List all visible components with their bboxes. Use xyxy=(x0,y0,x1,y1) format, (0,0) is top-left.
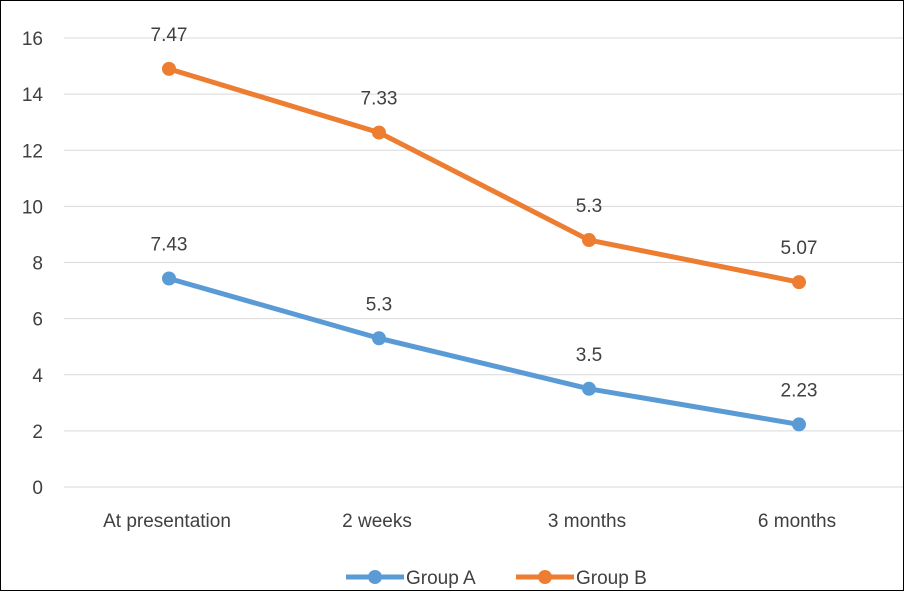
legend: Group A Group B xyxy=(346,568,647,589)
data-label: 3.5 xyxy=(576,345,602,366)
y-tick-label: 16 xyxy=(22,29,43,50)
y-tick-label: 0 xyxy=(32,478,43,499)
gridlines xyxy=(64,37,903,488)
data-label: 5.07 xyxy=(781,238,818,259)
series-line-2 xyxy=(166,66,802,285)
data-point xyxy=(162,61,176,76)
x-tick-label: 6 months xyxy=(758,511,836,532)
y-tick-label: 4 xyxy=(32,366,43,387)
data-point xyxy=(582,381,596,396)
data-label: 7.47 xyxy=(151,25,188,46)
data-point xyxy=(582,233,596,248)
data-label: 7.33 xyxy=(361,89,398,110)
x-tick-label: 2 weeks xyxy=(342,511,412,532)
data-label: 2.23 xyxy=(781,380,818,401)
y-tick-label: 10 xyxy=(22,197,43,218)
data-labels: 7.43 5.3 3.5 2.23 7.47 7.33 5.3 5.07 xyxy=(151,25,818,402)
legend-item: Group A xyxy=(346,568,476,589)
y-axis: 0 2 4 6 8 10 12 14 16 xyxy=(22,29,44,499)
legend-label: Group B xyxy=(576,568,647,589)
legend-label: Group A xyxy=(406,568,476,589)
y-tick-label: 12 xyxy=(22,141,43,162)
legend-item: Group B xyxy=(516,568,647,589)
series-line-1 xyxy=(166,275,802,427)
data-point xyxy=(792,275,806,290)
y-tick-label: 2 xyxy=(32,422,43,443)
data-point xyxy=(372,331,386,346)
y-tick-label: 14 xyxy=(22,85,44,106)
data-label: 7.43 xyxy=(151,234,188,255)
legend-swatch-marker xyxy=(538,570,552,584)
x-tick-label: At presentation xyxy=(103,511,231,532)
x-tick-label: 3 months xyxy=(548,511,626,532)
data-point xyxy=(372,125,386,140)
data-point xyxy=(792,417,806,432)
data-point xyxy=(162,271,176,286)
data-label: 5.3 xyxy=(576,196,602,217)
legend-swatch-marker xyxy=(368,570,382,584)
x-axis: At presentation 2 weeks 3 months 6 months xyxy=(103,511,836,532)
y-tick-label: 8 xyxy=(32,254,43,275)
y-tick-label: 6 xyxy=(32,310,43,331)
data-label: 5.3 xyxy=(366,294,392,315)
series xyxy=(162,61,806,432)
